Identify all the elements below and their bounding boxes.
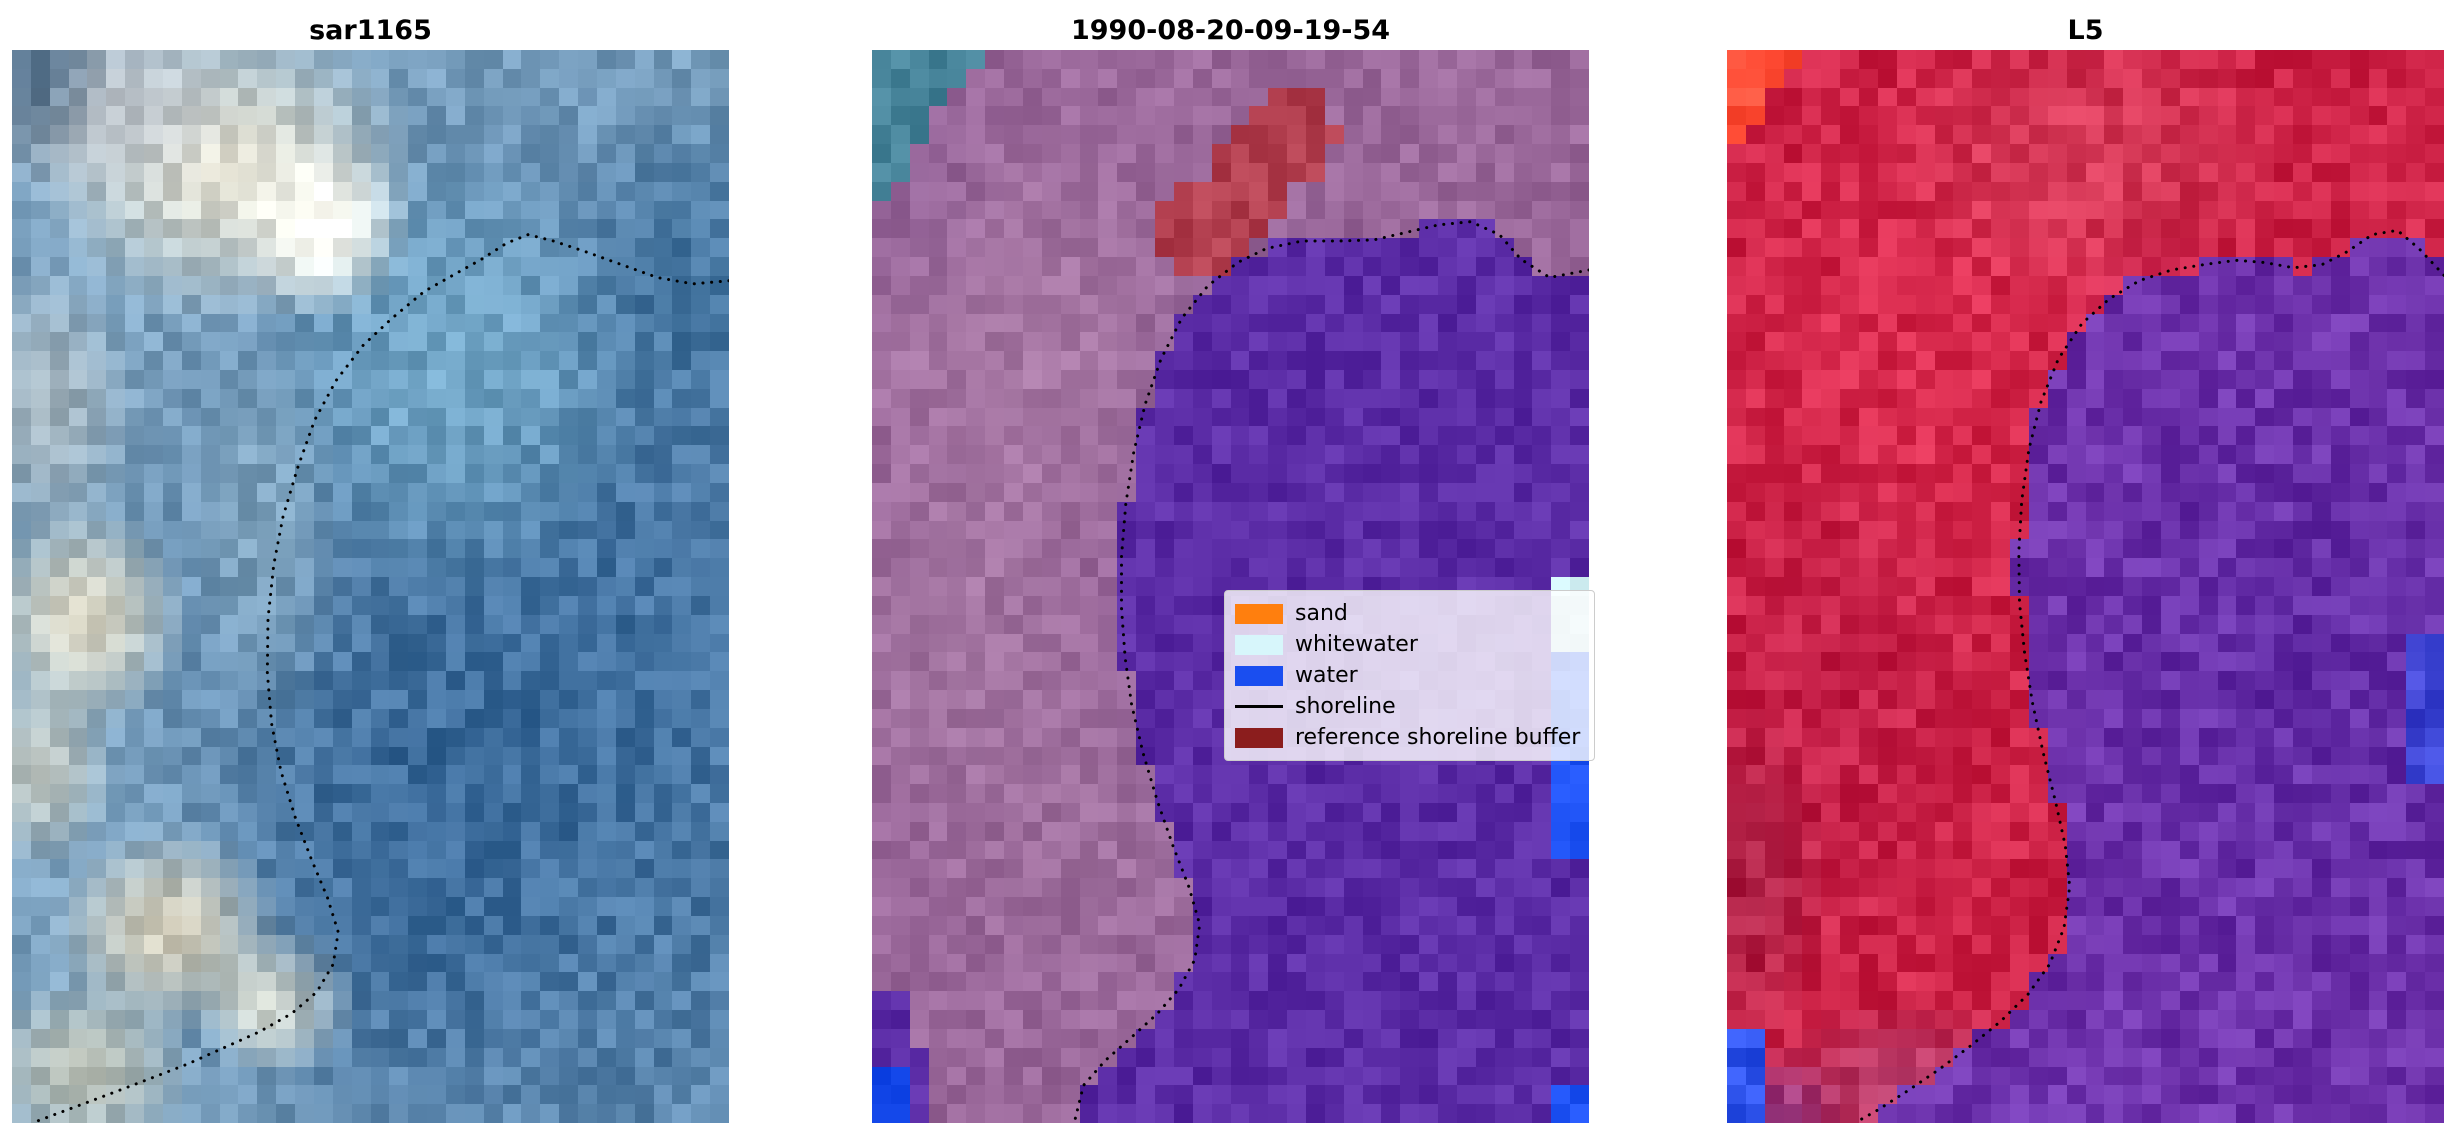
- legend-label: shoreline: [1295, 693, 1396, 719]
- legend-line-shoreline: [1235, 705, 1283, 708]
- satellite-image: [1727, 50, 2444, 1123]
- legend-patch-reference-shoreline-buffer: [1235, 727, 1283, 748]
- legend-item-reference-shoreline-buffer: reference shoreline buffer: [1235, 723, 1580, 752]
- legend: sand whitewater water shoreline referenc…: [1224, 590, 1596, 761]
- panel-l5: L5: [1727, 0, 2444, 1123]
- legend-label: reference shoreline buffer: [1295, 724, 1581, 750]
- legend-item-water: water: [1235, 661, 1580, 690]
- shoreline-dotted-line: [1853, 228, 2444, 1123]
- legend-label: water: [1295, 662, 1358, 688]
- shoreline-dotted-line: [1072, 220, 1589, 1123]
- legend-item-sand: sand: [1235, 599, 1580, 628]
- legend-item-whitewater: whitewater: [1235, 630, 1580, 659]
- legend-label: sand: [1295, 600, 1348, 626]
- legend-label: whitewater: [1295, 631, 1418, 657]
- panel-classification: 1990-08-20-09-19-54 sand whitewater wate…: [872, 0, 1596, 1123]
- legend-patch-water: [1235, 665, 1283, 686]
- legend-patch-whitewater: [1235, 634, 1283, 655]
- image-area: sand whitewater water shoreline referenc…: [872, 50, 1596, 1123]
- satellite-image: [12, 50, 729, 1123]
- panel-title: L5: [2067, 15, 2104, 46]
- legend-patch-sand: [1235, 603, 1283, 624]
- image-area: [1727, 50, 2444, 1123]
- panel-title: sar1165: [309, 15, 432, 46]
- classified-image: [872, 50, 1589, 1123]
- legend-item-shoreline: shoreline: [1235, 692, 1580, 721]
- shoreline-dotted-line: [30, 233, 729, 1123]
- image-area: [12, 50, 729, 1123]
- panel-sar1165: sar1165: [12, 0, 729, 1123]
- panel-title: 1990-08-20-09-19-54: [1070, 15, 1391, 46]
